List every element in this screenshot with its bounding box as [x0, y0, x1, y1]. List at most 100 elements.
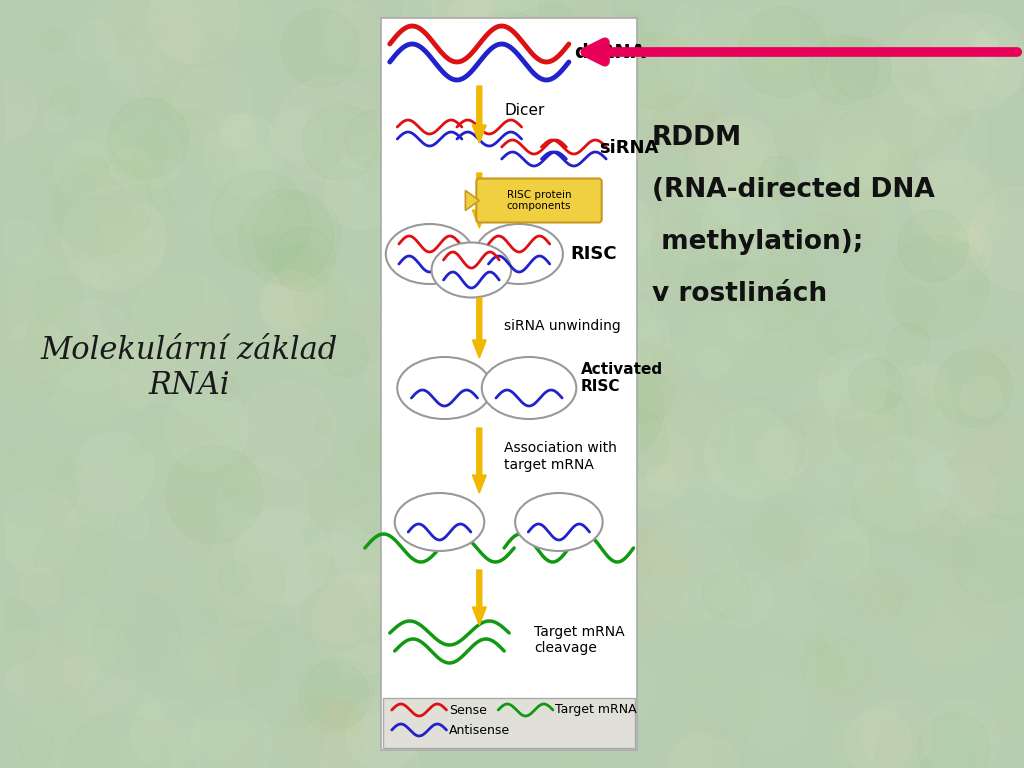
Circle shape	[0, 80, 37, 138]
Circle shape	[542, 508, 584, 551]
Circle shape	[109, 98, 188, 178]
Circle shape	[941, 440, 958, 457]
Circle shape	[321, 715, 418, 768]
Circle shape	[76, 22, 117, 62]
Circle shape	[309, 476, 364, 531]
Circle shape	[838, 81, 861, 104]
Circle shape	[469, 533, 535, 599]
Circle shape	[5, 288, 77, 360]
Circle shape	[647, 98, 737, 188]
Circle shape	[855, 436, 951, 533]
Circle shape	[270, 109, 322, 161]
Circle shape	[517, 478, 625, 586]
Circle shape	[695, 116, 777, 197]
Circle shape	[973, 33, 997, 58]
Circle shape	[696, 8, 755, 67]
Circle shape	[302, 104, 378, 180]
FancyBboxPatch shape	[381, 18, 637, 750]
Text: RDDM: RDDM	[652, 125, 742, 151]
Ellipse shape	[515, 493, 603, 551]
Circle shape	[134, 403, 184, 454]
Circle shape	[256, 239, 281, 264]
Circle shape	[856, 144, 911, 200]
Circle shape	[205, 724, 240, 760]
Circle shape	[29, 686, 114, 768]
Circle shape	[855, 571, 903, 620]
Circle shape	[65, 655, 98, 689]
Circle shape	[970, 187, 1024, 290]
Circle shape	[804, 637, 873, 707]
Circle shape	[106, 2, 163, 59]
FancyBboxPatch shape	[476, 178, 602, 223]
Circle shape	[221, 114, 256, 150]
Circle shape	[210, 171, 310, 272]
Circle shape	[147, 0, 240, 64]
Circle shape	[449, 0, 493, 33]
Circle shape	[389, 355, 461, 426]
Circle shape	[562, 358, 664, 460]
FancyArrow shape	[472, 570, 486, 625]
Circle shape	[885, 235, 988, 339]
Circle shape	[0, 104, 26, 141]
Circle shape	[602, 420, 691, 510]
Circle shape	[915, 365, 949, 399]
Circle shape	[261, 282, 308, 329]
Circle shape	[818, 350, 887, 419]
Circle shape	[879, 482, 928, 531]
Circle shape	[585, 298, 658, 373]
Circle shape	[337, 432, 440, 536]
Circle shape	[223, 482, 241, 499]
Circle shape	[968, 39, 1022, 94]
Circle shape	[96, 171, 120, 195]
Circle shape	[301, 584, 369, 651]
Circle shape	[172, 130, 275, 234]
Circle shape	[54, 141, 112, 197]
Circle shape	[559, 0, 610, 36]
Text: Activated
RISC: Activated RISC	[581, 362, 663, 394]
FancyBboxPatch shape	[383, 698, 635, 748]
Text: RISC: RISC	[570, 245, 617, 263]
Circle shape	[927, 389, 975, 437]
Circle shape	[327, 701, 358, 733]
Circle shape	[966, 343, 1022, 400]
Text: Association with
target mRNA: Association with target mRNA	[504, 442, 617, 472]
Circle shape	[584, 203, 686, 306]
Circle shape	[685, 311, 745, 371]
Circle shape	[829, 720, 876, 767]
Ellipse shape	[431, 243, 511, 297]
Circle shape	[898, 210, 968, 281]
Circle shape	[673, 5, 699, 32]
Circle shape	[354, 611, 387, 644]
Circle shape	[76, 127, 129, 181]
Circle shape	[345, 111, 401, 167]
Circle shape	[7, 665, 36, 694]
Text: Antisense: Antisense	[449, 723, 510, 737]
Circle shape	[986, 62, 1020, 97]
Circle shape	[119, 510, 148, 539]
Circle shape	[820, 125, 887, 191]
Circle shape	[103, 8, 136, 41]
Circle shape	[802, 202, 831, 232]
Circle shape	[346, 696, 420, 768]
Circle shape	[929, 13, 1024, 111]
Circle shape	[862, 699, 933, 768]
FancyArrow shape	[472, 428, 486, 493]
Circle shape	[196, 537, 285, 627]
Ellipse shape	[397, 357, 492, 419]
Circle shape	[573, 332, 640, 399]
Circle shape	[401, 161, 459, 218]
Circle shape	[509, 639, 535, 665]
Circle shape	[911, 160, 994, 243]
FancyArrow shape	[472, 86, 486, 143]
Text: methylation);: methylation);	[652, 229, 863, 255]
Circle shape	[597, 148, 637, 189]
Circle shape	[324, 5, 385, 67]
Circle shape	[402, 450, 468, 516]
Circle shape	[269, 270, 373, 374]
Circle shape	[204, 114, 284, 195]
Circle shape	[964, 271, 986, 294]
Ellipse shape	[482, 357, 577, 419]
Circle shape	[470, 459, 503, 492]
Circle shape	[45, 302, 136, 392]
Circle shape	[59, 602, 126, 670]
